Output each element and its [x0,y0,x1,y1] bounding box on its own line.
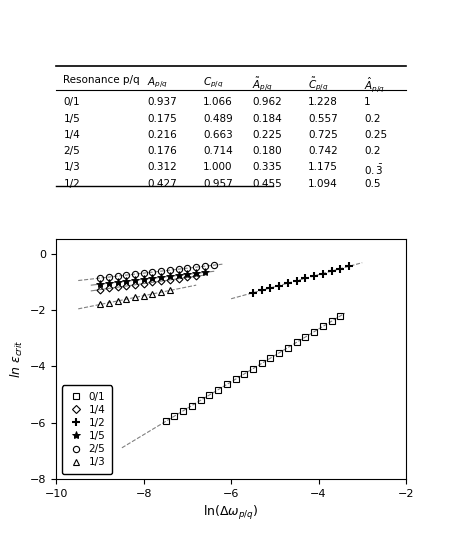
Text: 0/1: 0/1 [63,97,80,107]
Y-axis label: ln $\epsilon_{crit}$: ln $\epsilon_{crit}$ [9,340,25,379]
Text: 1.175: 1.175 [308,162,338,173]
Text: 0.175: 0.175 [147,114,177,124]
Text: 0.2: 0.2 [364,146,381,156]
Text: 0.5: 0.5 [364,179,381,189]
Text: 0.937: 0.937 [147,97,177,107]
Text: 0.312: 0.312 [147,162,177,173]
Text: 0.489: 0.489 [203,114,233,124]
Text: 1.066: 1.066 [203,97,233,107]
Text: $C_{p/q}$: $C_{p/q}$ [203,75,224,90]
Text: $\tilde{C}_{p/q}$: $\tilde{C}_{p/q}$ [308,75,329,93]
Legend: 0/1, 1/4, 1/2, 1/5, 2/5, 1/3: 0/1, 1/4, 1/2, 1/5, 2/5, 1/3 [62,386,112,473]
Text: 0.335: 0.335 [252,162,282,173]
Text: $0.\bar{3}$: $0.\bar{3}$ [364,162,384,176]
X-axis label: ln($\Delta\omega_{p/q}$): ln($\Delta\omega_{p/q}$) [203,504,259,522]
Text: 0.557: 0.557 [308,114,338,124]
Text: 1/4: 1/4 [63,130,80,140]
Text: 0.180: 0.180 [252,146,282,156]
Text: 0.225: 0.225 [252,130,282,140]
Text: 0.742: 0.742 [308,146,338,156]
Text: 0.184: 0.184 [252,114,282,124]
Text: 0.714: 0.714 [203,146,233,156]
Text: 1.000: 1.000 [203,162,233,173]
Text: $\tilde{A}_{p/q}$: $\tilde{A}_{p/q}$ [252,75,273,93]
Text: 1/3: 1/3 [63,162,80,173]
Text: 0.663: 0.663 [203,130,233,140]
Text: 0.25: 0.25 [364,130,387,140]
Text: 0.725: 0.725 [308,130,338,140]
Text: $\hat{A}_{p/q}$: $\hat{A}_{p/q}$ [364,75,385,94]
Text: $A_{p/q}$: $A_{p/q}$ [147,75,168,90]
Text: 0.216: 0.216 [147,130,177,140]
Text: 1/5: 1/5 [63,114,80,124]
Text: 1/2: 1/2 [63,179,80,189]
Text: 0.427: 0.427 [147,179,177,189]
Text: 0.455: 0.455 [252,179,282,189]
Text: 1: 1 [364,97,371,107]
Text: 1.228: 1.228 [308,97,338,107]
Text: 2/5: 2/5 [63,146,80,156]
Text: 0.176: 0.176 [147,146,177,156]
Text: 0.2: 0.2 [364,114,381,124]
Text: 0.957: 0.957 [203,179,233,189]
Text: 0.962: 0.962 [252,97,282,107]
Text: 1.094: 1.094 [308,179,338,189]
Text: Resonance p/q: Resonance p/q [63,75,140,86]
